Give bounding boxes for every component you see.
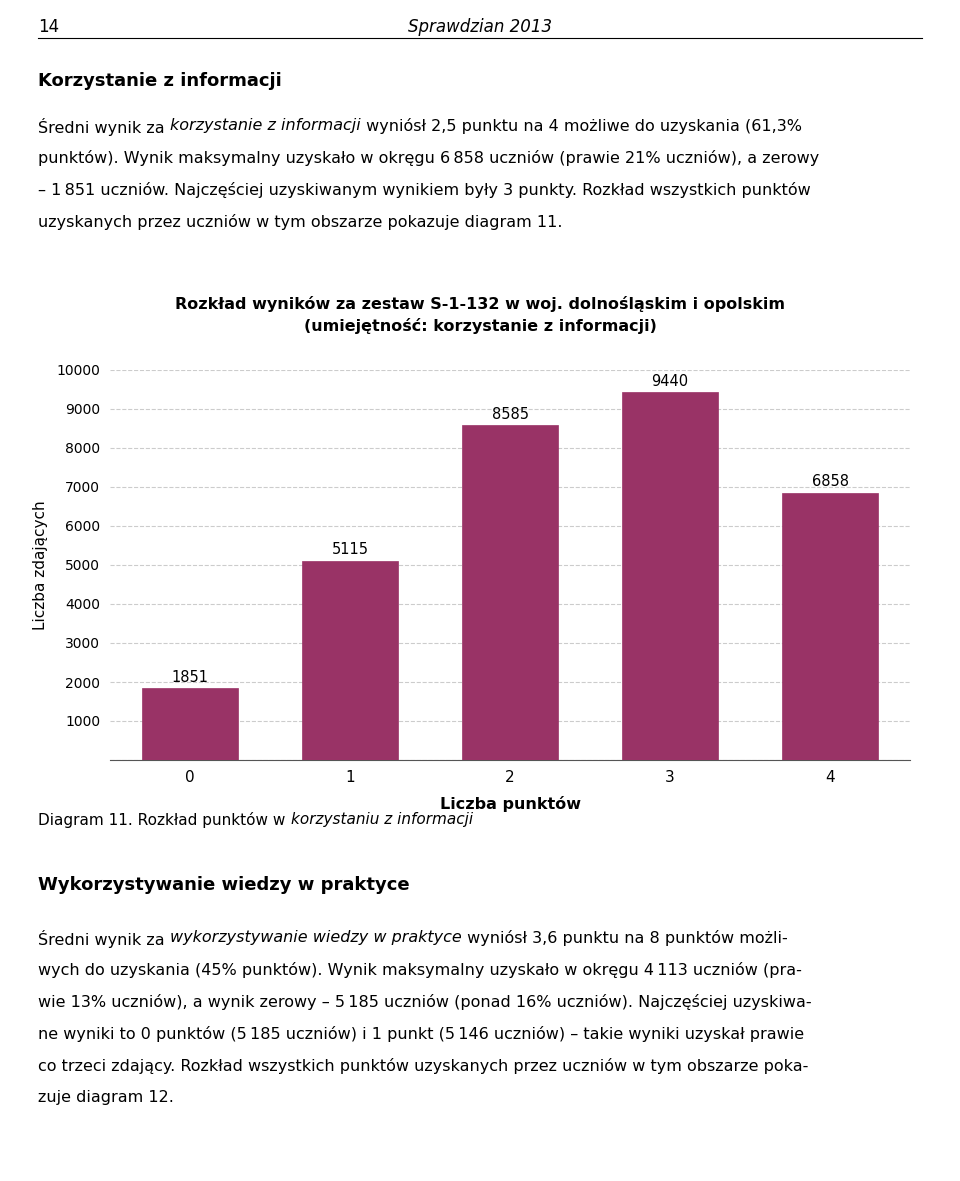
Text: Średni wynik za: Średni wynik za xyxy=(38,929,170,948)
Text: 9440: 9440 xyxy=(652,373,688,389)
Text: – 1 851 uczniów. Najczęściej uzyskiwanym wynikiem były 3 punkty. Rozkład wszystk: – 1 851 uczniów. Najczęściej uzyskiwanym… xyxy=(38,182,811,198)
Text: 5115: 5115 xyxy=(331,542,369,557)
Text: korzystanie z informacji: korzystanie z informacji xyxy=(170,118,361,133)
Bar xyxy=(142,687,238,761)
Text: Korzystanie z informacji: Korzystanie z informacji xyxy=(38,72,282,90)
Y-axis label: Liczba zdających: Liczba zdających xyxy=(33,501,48,629)
Text: co trzeci zdający. Rozkład wszystkich punktów uzyskanych przez uczniów w tym obs: co trzeci zdający. Rozkład wszystkich pu… xyxy=(38,1058,808,1074)
Text: ne wyniki to 0 punktów (5 185 uczniów) i 1 punkt (5 146 uczniów) – takie wyniki : ne wyniki to 0 punktów (5 185 uczniów) i… xyxy=(38,1026,804,1042)
X-axis label: Liczba punktów: Liczba punktów xyxy=(440,796,581,811)
Text: Sprawdzian 2013: Sprawdzian 2013 xyxy=(408,18,552,35)
Bar xyxy=(782,492,878,761)
Text: Rozkład wyników za zestaw S-1-132 w woj. dolnośląskim i opolskim: Rozkład wyników za zestaw S-1-132 w woj.… xyxy=(175,296,785,312)
Text: (umiejętność: korzystanie z informacji): (umiejętność: korzystanie z informacji) xyxy=(303,318,657,334)
Text: Wykorzystywanie wiedzy w praktyce: Wykorzystywanie wiedzy w praktyce xyxy=(38,876,410,894)
Bar xyxy=(462,425,558,761)
Text: wie 13% uczniów), a wynik zerowy – 5 185 uczniów (ponad 16% uczniów). Najczęście: wie 13% uczniów), a wynik zerowy – 5 185… xyxy=(38,994,812,1010)
Bar xyxy=(622,392,718,761)
Text: punktów). Wynik maksymalny uzyskało w okręgu 6 858 uczniów (prawie 21% uczniów),: punktów). Wynik maksymalny uzyskało w ok… xyxy=(38,150,820,167)
Text: wych do uzyskania (45% punktów). Wynik maksymalny uzyskało w okręgu 4 113 ucznió: wych do uzyskania (45% punktów). Wynik m… xyxy=(38,963,803,978)
Text: korzystaniu z informacji: korzystaniu z informacji xyxy=(291,813,472,827)
Text: 1851: 1851 xyxy=(172,670,208,685)
Text: Diagram 11. Rozkład punktów w: Diagram 11. Rozkład punktów w xyxy=(38,813,291,828)
Text: 8585: 8585 xyxy=(492,407,529,422)
Text: 14: 14 xyxy=(38,18,60,35)
Text: Średni wynik za: Średni wynik za xyxy=(38,118,170,136)
Text: wykorzystywanie wiedzy w praktyce: wykorzystywanie wiedzy w praktyce xyxy=(170,929,462,945)
Text: wyniósł 2,5 punktu na 4 możliwe do uzyskania (61,3%: wyniósł 2,5 punktu na 4 możliwe do uzysk… xyxy=(361,118,802,133)
Bar xyxy=(302,561,398,761)
Text: wyniósł 3,6 punktu na 8 punktów możli-: wyniósł 3,6 punktu na 8 punktów możli- xyxy=(462,929,787,946)
Text: uzyskanych przez uczniów w tym obszarze pokazuje diagram 11.: uzyskanych przez uczniów w tym obszarze … xyxy=(38,214,563,230)
Text: 6858: 6858 xyxy=(811,475,849,489)
Text: zuje diagram 12.: zuje diagram 12. xyxy=(38,1090,175,1105)
